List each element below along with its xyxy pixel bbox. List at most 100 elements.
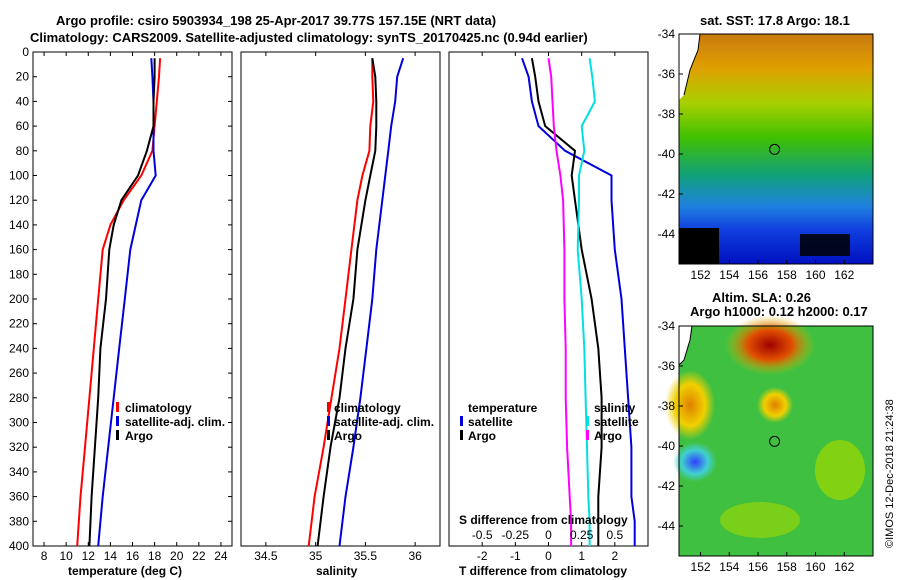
sst-map-title: sat. SST: 17.8 Argo: 18.1 xyxy=(700,13,850,28)
map-x-tick-label: 160 xyxy=(806,268,826,282)
s-diff-tick-label: 0.5 xyxy=(606,528,623,542)
depth-tick-label: 260 xyxy=(9,366,29,380)
depth-tick-label: 120 xyxy=(9,193,29,207)
sla-map-frame xyxy=(678,325,874,557)
legend-label-s-argo: Argo xyxy=(594,429,622,443)
cloud-mask xyxy=(800,234,850,256)
sst-map: sat. SST: 17.8 Argo: 18.1 152 154 156 158 16… xyxy=(658,13,874,282)
s-diff-tick-label: 0.25 xyxy=(570,528,594,542)
series-line-satellite-adj-clim- xyxy=(338,57,405,546)
difference-legend-temperature: temperature satellite Argo xyxy=(460,401,538,443)
sla-high xyxy=(665,370,715,440)
salinity-legend: climatology satellite-adj. clim. Argo xyxy=(327,401,434,443)
argo-position-marker xyxy=(769,435,781,447)
title-line-2: Climatology: CARS2009. Satellite-adjuste… xyxy=(30,30,588,45)
legend-swatch-t-satellite xyxy=(460,416,463,426)
map-x-tick-label: 154 xyxy=(719,560,739,574)
map-y-tick-label: -42 xyxy=(658,187,676,201)
legend-swatch-t-argo xyxy=(460,430,463,440)
difference-axes-frame xyxy=(448,51,649,547)
map-x-tick-label: 160 xyxy=(806,560,826,574)
depth-tick-label: 0 xyxy=(22,45,29,59)
difference-axis-label: T difference from climatology xyxy=(459,564,627,578)
legend-label-t-satellite: satellite xyxy=(468,415,513,429)
difference-panel: -2 -1 0 1 2 T difference from climatology S … xyxy=(448,51,649,578)
legend-swatch-climatology xyxy=(327,402,330,412)
map-y-tick-label: -44 xyxy=(658,227,676,241)
depth-tick-label: 380 xyxy=(9,514,29,528)
x-tick-label: 18 xyxy=(148,549,162,563)
title-line-1: Argo profile: csiro 5903934_198 25-Apr-2… xyxy=(56,13,496,28)
x-tick-label: 2 xyxy=(611,549,618,563)
x-tick-label: 34.5 xyxy=(254,549,278,563)
x-tick-label: 16 xyxy=(126,549,140,563)
legend-swatch-climatology xyxy=(116,402,119,412)
s-difference-axis-label: S difference from climatology xyxy=(459,513,628,527)
salinity-x-ticks: 34.5 35 35.5 36 xyxy=(254,52,422,563)
salinity-axis-label: salinity xyxy=(316,564,358,578)
map-y-tick-label: -34 xyxy=(658,27,676,41)
map-y-tick-label: -40 xyxy=(658,147,676,161)
temperature-legend: climatology satellite-adj. clim. Argo xyxy=(116,401,225,443)
legend-label-argo: Argo xyxy=(125,429,153,443)
sst-map-frame xyxy=(678,33,874,265)
x-tick-label: 35.5 xyxy=(354,549,378,563)
depth-tick-label: 180 xyxy=(9,267,29,281)
depth-tick-label: 400 xyxy=(9,539,29,553)
depth-tick-label: 300 xyxy=(9,416,29,430)
sla-map-title-2: Argo h1000: 0.12 h2000: 0.17 xyxy=(690,304,868,319)
sla-map-ticks: 152 154 156 158 160 162 -34 -36 -38 -40 -42 -44 xyxy=(658,319,855,574)
s-diff-tick-label: -0.5 xyxy=(472,528,493,542)
sla-field xyxy=(815,440,865,500)
map-y-tick-label: -34 xyxy=(658,319,676,333)
x-tick-label: 22 xyxy=(192,549,206,563)
sla-field xyxy=(720,502,800,538)
depth-tick-label: 100 xyxy=(9,169,29,183)
sla-map: Altim. SLA: 0.26 Argo h1000: 0.12 h2000:… xyxy=(658,290,874,574)
series-line-s-argo xyxy=(547,58,573,546)
legend-swatch-argo xyxy=(116,430,119,440)
map-y-tick-label: -44 xyxy=(658,519,676,533)
x-tick-label: 8 xyxy=(41,549,48,563)
series-line-argo xyxy=(316,58,378,546)
temperature-x-ticks: 8 10 12 14 16 18 20 22 24 xyxy=(41,52,228,563)
s-diff-tick-label: -0.25 xyxy=(502,528,530,542)
map-x-tick-label: 152 xyxy=(691,560,711,574)
depth-tick-label: 80 xyxy=(16,144,30,158)
temperature-axes-frame xyxy=(32,51,233,547)
temperature-panel: 0204060801001201401601802002202402602803… xyxy=(9,45,648,578)
series-line-t-argo xyxy=(530,58,603,546)
x-tick-label: -1 xyxy=(510,549,521,563)
legend-label-t-argo: Argo xyxy=(468,429,496,443)
series-line-t-satellite xyxy=(521,57,636,546)
map-y-tick-label: -40 xyxy=(658,439,676,453)
x-tick-label: 12 xyxy=(82,549,96,563)
depth-tick-label: 220 xyxy=(9,317,29,331)
depth-tick-label: 280 xyxy=(9,391,29,405)
map-y-tick-label: -36 xyxy=(658,67,676,81)
s-difference-tick-labels: -0.5 -0.25 0 0.25 0.5 xyxy=(472,528,624,542)
depth-tick-label: 240 xyxy=(9,341,29,355)
legend-label-climatology: climatology xyxy=(125,401,192,415)
map-x-tick-label: 154 xyxy=(719,268,739,282)
map-x-tick-label: 162 xyxy=(834,268,854,282)
x-tick-label: 35 xyxy=(309,549,323,563)
legend-label-climatology: climatology xyxy=(334,401,401,415)
series-line-argo xyxy=(88,58,156,546)
sst-field xyxy=(679,34,873,264)
map-x-tick-label: 156 xyxy=(748,268,768,282)
legend-swatch-argo xyxy=(327,430,330,440)
sla-map-title-1: Altim. SLA: 0.26 xyxy=(712,290,811,305)
legend-swatch-s-argo xyxy=(586,430,589,440)
depth-tick-label: 340 xyxy=(9,465,29,479)
s-diff-tick-label: 0 xyxy=(545,528,552,542)
coastline xyxy=(683,33,701,96)
coastline-land xyxy=(679,34,700,100)
x-tick-label: -2 xyxy=(477,549,488,563)
sla-high xyxy=(757,387,793,423)
map-y-tick-label: -38 xyxy=(658,107,676,121)
legend-label-salinity: salinity xyxy=(594,401,636,415)
series-line-s-satellite xyxy=(576,58,596,546)
depth-tick-label: 160 xyxy=(9,243,29,257)
